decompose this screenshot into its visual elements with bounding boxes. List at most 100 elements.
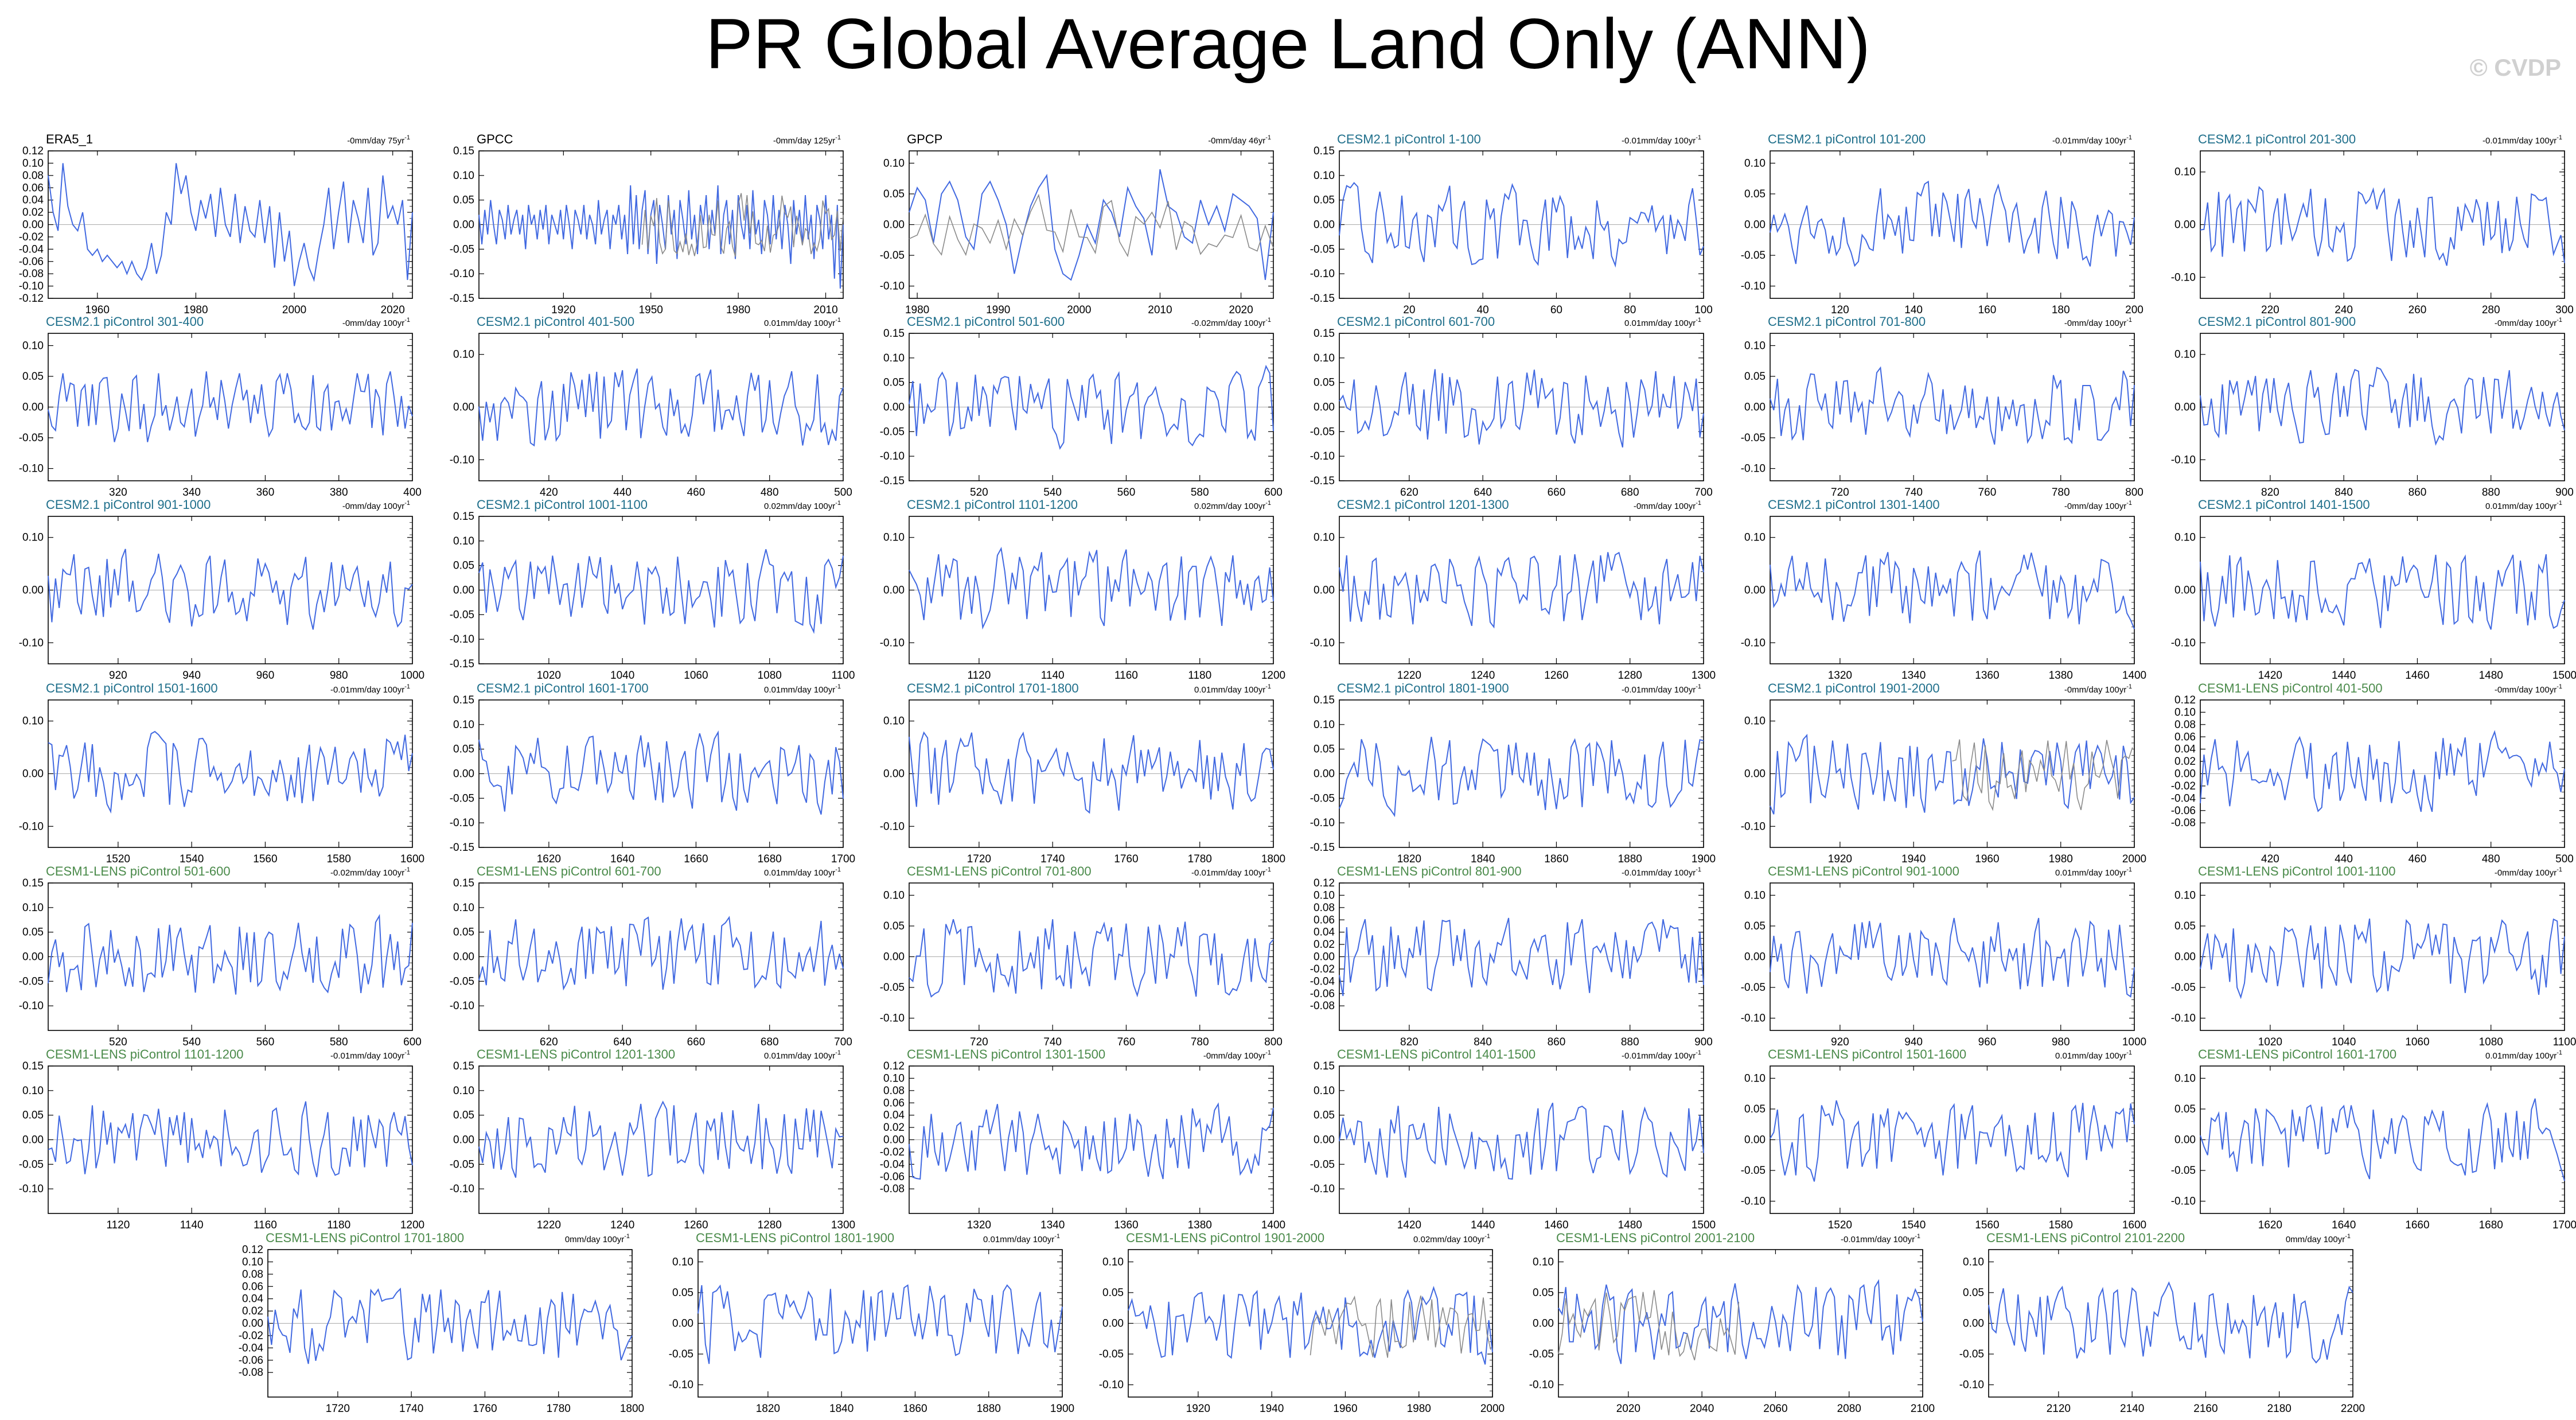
x-tick-label: 1580 [2049, 1219, 2073, 1231]
y-tick-label: 0.00 [453, 951, 474, 963]
series-line [2200, 1098, 2565, 1181]
series-line [1339, 369, 1704, 448]
x-tick-label: 1320 [1828, 670, 1852, 682]
y-tick-label: 0.00 [883, 402, 905, 414]
y-tick-label: -0.10 [2171, 1013, 2196, 1025]
y-tick-label: -0.06 [1310, 988, 1335, 1000]
panel-trend-label: -0mm/day 100yr-1 [2064, 683, 2132, 695]
series-line [478, 730, 844, 815]
y-tick-label: -0.05 [19, 975, 44, 987]
y-tick-label: 0.10 [2174, 1072, 2196, 1084]
trend-exponent: -1 [2126, 134, 2132, 141]
panel-title: CESM1-LENS piControl 1201-1300 [477, 1047, 675, 1061]
panel-title: CESM1-LENS piControl 2001-2100 [1556, 1231, 1755, 1245]
y-tick-label: 0.00 [453, 1134, 474, 1146]
panel-trend-label: -0mm/day 100yr-1 [2064, 317, 2132, 328]
x-tick-label: 1320 [967, 1219, 991, 1231]
chart-panel: CESM2.1 piControl 1401-1500 0.01mm/day 10… [2171, 497, 2576, 682]
y-tick-label: 0.05 [453, 560, 474, 572]
x-tick-label: 1990 [986, 304, 1010, 316]
x-tick-label: 580 [330, 1036, 348, 1048]
x-tick-label: 1960 [1975, 853, 1999, 865]
panel-trend-label: -0mm/day 100yr-1 [1203, 1049, 1271, 1061]
x-tick-label: 820 [2261, 487, 2279, 499]
panel-trend-label: -0.02mm/day 100yr-1 [330, 866, 410, 878]
x-tick-label: 1900 [1050, 1403, 1074, 1415]
y-tick-label: -0.15 [1310, 842, 1335, 854]
x-tick-label: 1980 [905, 304, 929, 316]
trend-exponent: -1 [1265, 866, 1271, 873]
x-tick-label: 1020 [2258, 1036, 2282, 1048]
x-tick-label: 1280 [758, 1219, 782, 1231]
y-tick-label: 0.10 [883, 1072, 905, 1084]
x-tick-label: 420 [540, 487, 558, 499]
x-tick-label: 1860 [903, 1403, 927, 1415]
y-tick-label: -0.05 [880, 426, 905, 438]
y-tick-label: 0.06 [242, 1281, 263, 1293]
x-tick-label: 1340 [1040, 1219, 1065, 1231]
x-tick-label: 940 [182, 670, 201, 682]
x-tick-label: 500 [2555, 853, 2574, 865]
series-line [1128, 1286, 1493, 1365]
y-tick-label: 0.04 [1314, 927, 1335, 939]
x-tick-label: 320 [109, 487, 127, 499]
chart-panel: CESM1-LENS piControl 1201-1300 0.01mm/day… [450, 1047, 855, 1231]
x-tick-label: 1060 [2405, 1036, 2429, 1048]
x-tick-label: 1800 [620, 1403, 644, 1415]
panel-trend-label: 0.01mm/day 100yr-1 [764, 866, 841, 878]
panel-title: CESM1-LENS piControl 1101-1200 [46, 1047, 243, 1061]
y-tick-label: 0.00 [2174, 402, 2196, 414]
y-tick-label: 0.10 [453, 902, 474, 914]
y-tick-label: 0.08 [22, 170, 44, 182]
x-tick-label: 1380 [2049, 670, 2073, 682]
y-tick-label: -0.12 [19, 293, 44, 305]
panel-title: CESM1-LENS piControl 1801-1900 [696, 1231, 894, 1245]
x-tick-label: 1660 [2405, 1219, 2429, 1231]
y-tick-label: -0.10 [19, 820, 44, 832]
y-tick-label: -0.04 [1310, 975, 1335, 987]
x-tick-label: 160 [1978, 304, 1997, 316]
chart-panel: CESM2.1 piControl 701-800 -0mm/day 100yr-… [1741, 314, 2144, 499]
y-tick-label: -0.06 [239, 1355, 263, 1367]
x-tick-label: 420 [2261, 853, 2279, 865]
y-tick-label: 0.05 [1102, 1287, 1124, 1299]
x-tick-label: 1100 [832, 670, 855, 682]
x-tick-label: 840 [1474, 1036, 1492, 1048]
y-tick-label: -0.02 [19, 231, 44, 243]
series-line [2200, 554, 2565, 630]
panel-title: CESM2.1 piControl 601-700 [1337, 314, 1495, 329]
y-tick-label: 0.06 [22, 182, 44, 194]
x-tick-label: 440 [2335, 853, 2353, 865]
x-tick-label: 1120 [106, 1219, 130, 1231]
x-tick-label: 560 [256, 1036, 275, 1048]
trend-exponent: -1 [835, 134, 841, 141]
y-tick-label: 0.10 [22, 340, 44, 352]
panel-trend-label: 0.02mm/day 100yr-1 [764, 500, 841, 511]
y-tick-label: -0.10 [19, 281, 44, 293]
y-tick-label: 0.05 [453, 1110, 474, 1122]
y-tick-label: -0.15 [450, 293, 474, 305]
x-tick-label: 1740 [1040, 853, 1065, 865]
y-tick-label: 0.05 [453, 927, 474, 939]
x-tick-label: 1160 [1114, 670, 1138, 682]
series-line [478, 549, 844, 635]
y-tick-label: -0.08 [239, 1367, 263, 1379]
x-tick-label: 200 [2125, 304, 2144, 316]
y-tick-label: -0.08 [1310, 1000, 1335, 1012]
x-tick-label: 740 [1904, 487, 1923, 499]
series-line [478, 1100, 844, 1178]
y-tick-label: 0.10 [883, 352, 905, 364]
panel-title: CESM2.1 piControl 1-100 [1337, 132, 1481, 146]
x-tick-label: 1040 [2332, 1036, 2356, 1048]
x-tick-label: 2160 [2193, 1403, 2218, 1415]
y-tick-label: -0.10 [1529, 1379, 1554, 1391]
x-tick-label: 1540 [180, 853, 204, 865]
chart-panel: CESM1-LENS piControl 701-800 -0.01mm/day … [880, 864, 1283, 1048]
trend-exponent: -1 [624, 1233, 630, 1240]
x-tick-label: 2180 [2267, 1403, 2291, 1415]
x-tick-label: 2000 [1480, 1403, 1505, 1415]
x-tick-label: 1760 [1114, 853, 1138, 865]
x-tick-label: 1380 [1188, 1219, 1212, 1231]
x-tick-label: 1400 [1261, 1219, 1285, 1231]
y-tick-label: 0.00 [1744, 1134, 1766, 1146]
